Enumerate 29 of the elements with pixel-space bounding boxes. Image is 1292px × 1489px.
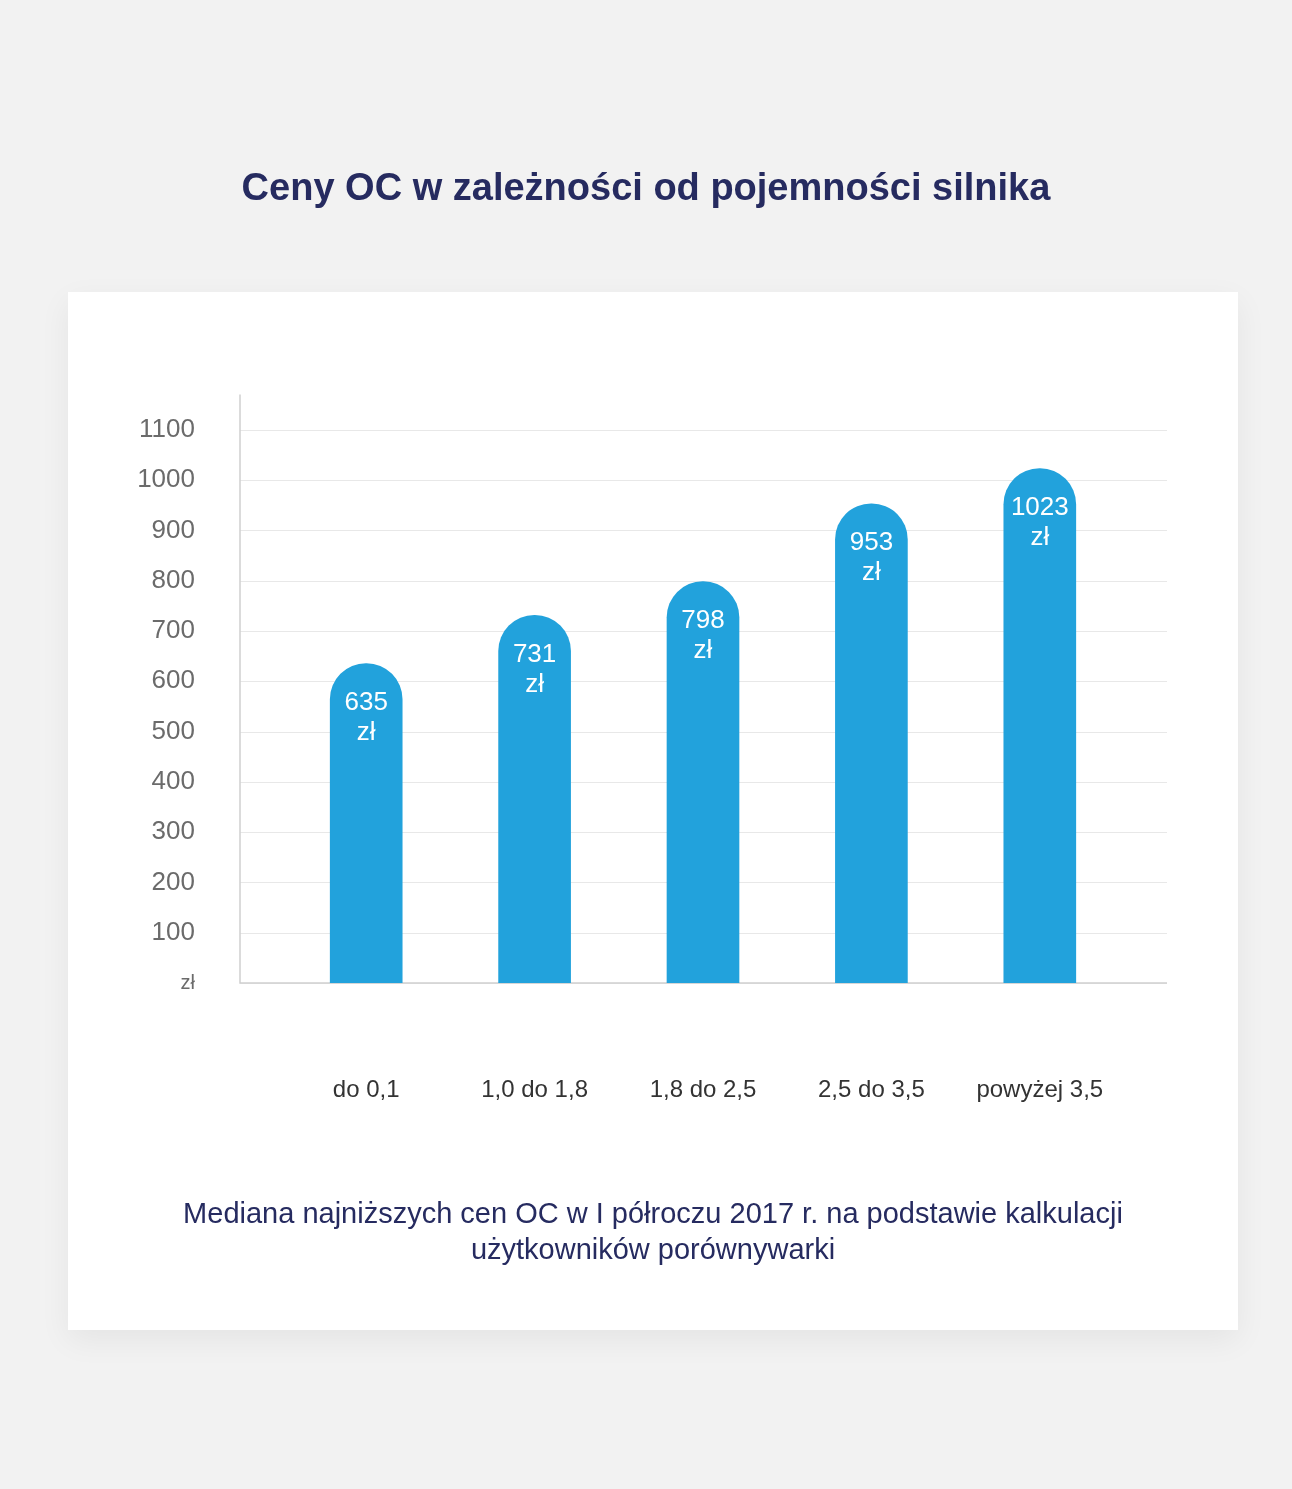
x-tick-label: do 0,1: [332, 1075, 400, 1103]
bar: [835, 503, 908, 983]
data-label: 731 zł: [512, 637, 557, 698]
x-tick-label: powyżej 3,5: [976, 1075, 1104, 1103]
data-label: 635 zł: [344, 685, 388, 746]
y-tick-label: 1100: [139, 412, 195, 443]
y-tick-label: 300: [151, 815, 195, 846]
bar: [1003, 468, 1077, 983]
y-tick-label: zł: [180, 970, 196, 993]
bar: [666, 581, 740, 983]
y-tick-label: 200: [151, 865, 195, 896]
chart-title: Ceny OC w zależności od pojemności silnika: [240, 166, 1052, 209]
y-tick-label: 400: [151, 765, 195, 796]
text: Mediana najniższych cen OC w I półroczu 2017 r. na podstawie kalkulacji użytkowników porównywarki: [182, 1196, 1124, 1267]
y-tick-label: 600: [151, 664, 195, 695]
y-tick-label: 500: [151, 714, 195, 745]
data-label: 798 zł: [681, 603, 725, 664]
y-tick-label: 1000: [137, 463, 195, 494]
x-tick-label: 2,5 do 3,5: [818, 1075, 925, 1103]
x-tick-label: 1,8 do 2,5: [649, 1075, 757, 1103]
bar: [329, 663, 403, 983]
x-tick-label: 1,0 do 1,8: [481, 1075, 588, 1103]
y-tick-label: 700: [151, 614, 195, 645]
data-label: 1023 zł: [1010, 490, 1069, 551]
y-tick-label: 800: [151, 563, 195, 594]
y-tick-label: 900: [151, 513, 195, 544]
data-label: 953 zł: [849, 525, 894, 586]
y-tick-label: 100: [151, 915, 195, 946]
bar: [498, 615, 571, 983]
